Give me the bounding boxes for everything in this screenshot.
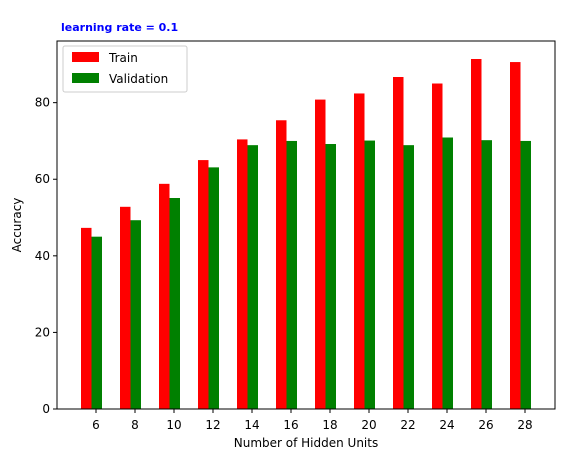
bar-train-10 [159, 183, 170, 409]
y-tick-label: 0 [42, 402, 50, 416]
bar-validation-24 [442, 137, 453, 409]
bar-train-22 [393, 77, 404, 409]
bar-train-14 [237, 139, 248, 409]
x-tick-label: 10 [166, 418, 181, 432]
plot-frame [56, 40, 556, 410]
x-tick-label: 20 [361, 418, 376, 432]
x-tick-label: 18 [322, 418, 337, 432]
bar-train-28 [510, 62, 521, 410]
bar-validation-20 [364, 140, 375, 409]
bar-validation-10 [169, 198, 180, 409]
bar-train-26 [471, 59, 482, 409]
bar-validation-16 [286, 140, 297, 409]
x-tick-label: 28 [517, 418, 532, 432]
bar-validation-18 [325, 144, 336, 409]
legend-label-train: Train [108, 51, 138, 65]
bar-train-20 [354, 93, 365, 410]
y-tick-label: 80 [35, 96, 50, 110]
legend-swatch-train [72, 52, 99, 62]
x-tick-label: 8 [131, 418, 139, 432]
bars-group [81, 59, 531, 410]
bar-validation-22 [403, 145, 414, 409]
y-tick-label: 20 [35, 325, 50, 339]
legend-swatch-validation [72, 73, 99, 83]
bar-validation-12 [208, 167, 219, 409]
bar-validation-26 [481, 140, 492, 409]
bar-validation-8 [130, 220, 141, 409]
x-axis: 6 8 10 12 14 16 18 20 22 24 26 28 [92, 409, 533, 432]
chart-title: learning rate = 0.1 [61, 21, 178, 34]
x-axis-label: Number of Hidden Units [234, 436, 378, 450]
y-tick-label: 40 [35, 249, 50, 263]
y-axis: 0 20 40 60 80 [35, 96, 57, 416]
bar-train-18 [315, 99, 326, 409]
x-tick-label: 16 [283, 418, 298, 432]
x-tick-label: 6 [92, 418, 100, 432]
bar-train-6 [81, 227, 92, 409]
x-tick-label: 24 [439, 418, 454, 432]
bar-train-16 [276, 120, 287, 410]
legend-label-validation: Validation [109, 72, 168, 86]
bar-train-12 [198, 160, 209, 409]
x-tick-label: 26 [478, 418, 493, 432]
y-axis-label: Accuracy [10, 198, 24, 253]
bar-validation-28 [520, 140, 531, 409]
bar-train-24 [432, 83, 443, 409]
bar-validation-14 [247, 145, 258, 409]
x-tick-label: 14 [244, 418, 259, 432]
y-tick-label: 60 [35, 172, 50, 186]
x-tick-label: 22 [400, 418, 415, 432]
legend: Train Validation [62, 45, 188, 93]
bar-train-8 [120, 206, 131, 409]
x-tick-label: 12 [205, 418, 220, 432]
bar-validation-6 [91, 236, 102, 409]
